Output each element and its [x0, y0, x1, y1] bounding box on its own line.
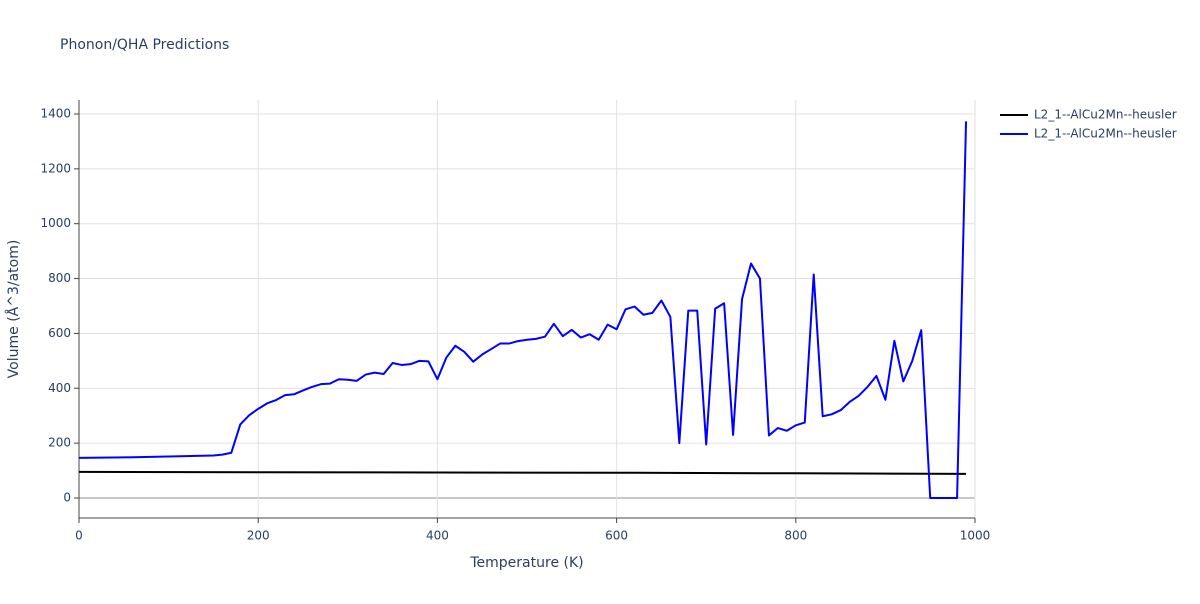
series-line [78, 470, 967, 475]
y-tick-label: 200 [48, 436, 71, 450]
x-tick-label: 1000 [960, 529, 991, 543]
chart-title: Phonon/QHA Predictions [60, 37, 229, 53]
y-tick-label: 600 [48, 326, 71, 340]
series-line [78, 121, 968, 499]
y-tick-label: 1200 [40, 161, 71, 175]
y-axis-title: Volume (Å^3/atom) [5, 240, 22, 379]
y-tick-label: 1400 [40, 106, 71, 120]
x-axis-title: Temperature (K) [469, 555, 583, 571]
legend-label: L2_1--AlCu2Mn--heusler [1034, 108, 1177, 122]
x-tick-label: 0 [75, 529, 83, 543]
x-tick-label: 800 [784, 529, 807, 543]
y-tick-label: 400 [48, 381, 71, 395]
y-tick-label: 0 [63, 490, 71, 504]
y-tick-label: 1000 [40, 216, 71, 230]
x-tick-label: 400 [426, 529, 449, 543]
x-tick-label: 600 [605, 529, 628, 543]
x-tick-label: 200 [247, 529, 270, 543]
legend-label: L2_1--AlCu2Mn--heusler [1034, 127, 1177, 141]
y-tick-label: 800 [48, 271, 71, 285]
